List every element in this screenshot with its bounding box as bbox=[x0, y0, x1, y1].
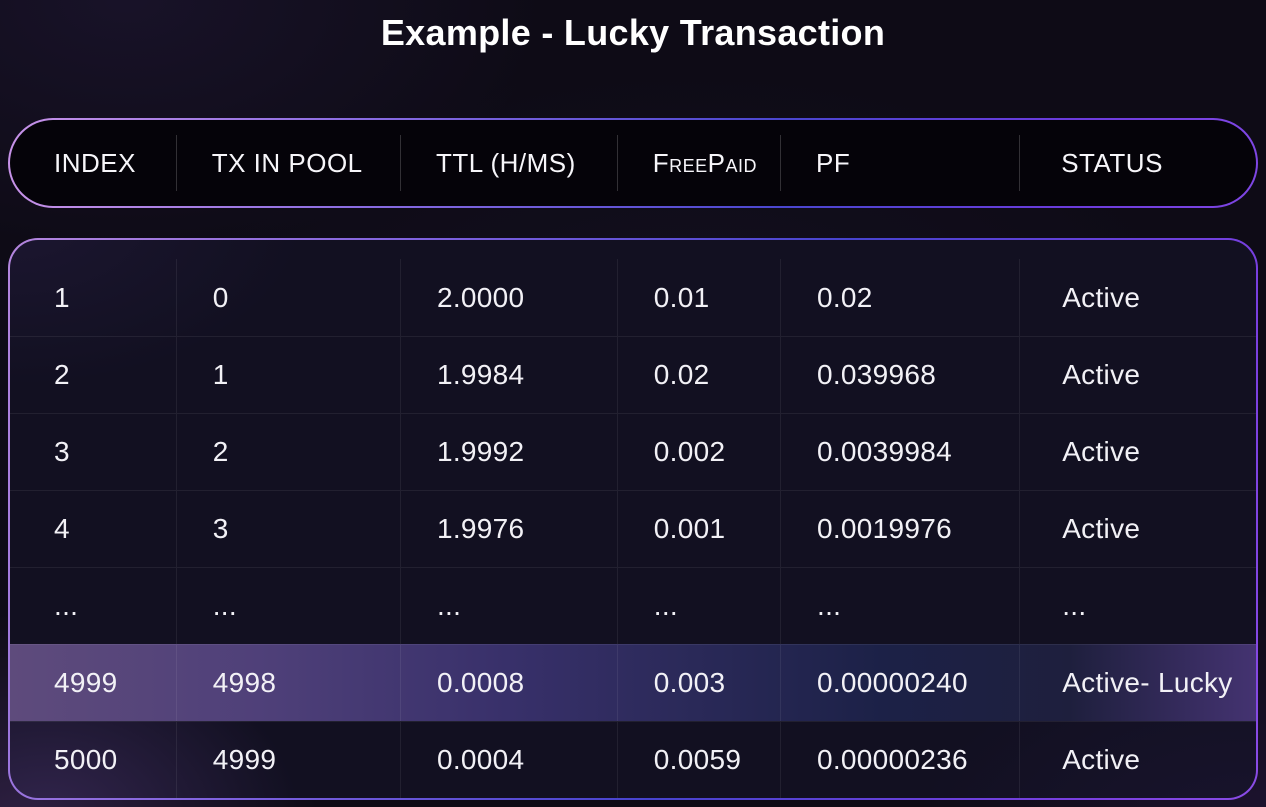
cell-freepaid: 0.003 bbox=[616, 645, 780, 721]
cell-status: Active bbox=[1019, 259, 1256, 336]
table-row: 2 1 1.9984 0.02 0.039968 Active bbox=[10, 336, 1256, 413]
cell-tx-in-pool: 3 bbox=[175, 491, 400, 567]
table-header-row: INDEX TX IN POOL TTL (H/MS) FreePaid PF … bbox=[10, 120, 1256, 206]
cell-index: 4 bbox=[54, 513, 70, 544]
column-header-status: STATUS bbox=[1019, 120, 1256, 206]
cell-tx-in-pool: 4998 bbox=[175, 645, 400, 721]
cell-index: ... bbox=[54, 590, 79, 621]
cell-tx-in-pool: 0 bbox=[175, 259, 400, 336]
cell-index: 1 bbox=[54, 281, 70, 313]
page-title: Example - Lucky Transaction bbox=[380, 12, 886, 53]
cell-status: Active bbox=[1019, 414, 1256, 490]
cell-freepaid: 0.0059 bbox=[616, 722, 780, 798]
cell-freepaid: 0.002 bbox=[616, 414, 780, 490]
table-row: 4 3 1.9976 0.001 0.0019976 Active bbox=[10, 490, 1256, 567]
cell-index: 5000 bbox=[54, 744, 118, 775]
cell-ttl: 1.9992 bbox=[399, 414, 617, 490]
cell-index: 3 bbox=[54, 436, 70, 467]
cell-tx-in-pool: 2 bbox=[175, 414, 400, 490]
cell-index: 4999 bbox=[54, 667, 118, 698]
cell-pf: 0.0019976 bbox=[779, 491, 1019, 567]
cell-freepaid: 0.01 bbox=[616, 259, 780, 336]
table-row-ellipsis: ... ... ... ... ... ... bbox=[10, 567, 1256, 644]
cell-ttl: 2.0000 bbox=[399, 259, 617, 336]
cell-pf: ... bbox=[779, 568, 1019, 644]
cell-freepaid: 0.001 bbox=[616, 491, 780, 567]
cell-status: Active- Lucky bbox=[1019, 645, 1256, 721]
cell-ttl: 1.9984 bbox=[399, 337, 617, 413]
cell-pf: 0.00000236 bbox=[779, 722, 1019, 798]
cell-ttl: 0.0004 bbox=[399, 722, 617, 798]
table-rows: 1 0 2.0000 0.01 0.02 Active 2 1 1.9984 0… bbox=[10, 240, 1256, 798]
table-row: 3 2 1.9992 0.002 0.0039984 Active bbox=[10, 413, 1256, 490]
table-row-lucky-highlighted: 4999 4998 0.0008 0.003 0.00000240 Active… bbox=[10, 644, 1256, 721]
cell-pf: 0.039968 bbox=[779, 337, 1019, 413]
cell-pf: 0.00000240 bbox=[779, 645, 1019, 721]
cell-status: Active bbox=[1019, 337, 1256, 413]
cell-tx-in-pool: 4999 bbox=[175, 722, 400, 798]
table-row: 5000 4999 0.0004 0.0059 0.00000236 Activ… bbox=[10, 721, 1256, 798]
cell-ttl: 0.0008 bbox=[399, 645, 617, 721]
cell-pf: 0.0039984 bbox=[779, 414, 1019, 490]
column-header-ttl: TTL (H/MS) bbox=[399, 120, 617, 206]
table-row: 1 0 2.0000 0.01 0.02 Active bbox=[10, 259, 1256, 336]
cell-status: ... bbox=[1019, 568, 1256, 644]
cell-status: Active bbox=[1019, 491, 1256, 567]
table-body: 1 0 2.0000 0.01 0.02 Active 2 1 1.9984 0… bbox=[8, 238, 1258, 800]
cell-ttl: ... bbox=[399, 568, 617, 644]
cell-tx-in-pool: 1 bbox=[175, 337, 400, 413]
cell-status: Active bbox=[1019, 722, 1256, 798]
cell-freepaid: ... bbox=[616, 568, 780, 644]
cell-freepaid: 0.02 bbox=[616, 337, 780, 413]
cell-ttl: 1.9976 bbox=[399, 491, 617, 567]
column-header-index: INDEX bbox=[54, 147, 136, 178]
cell-index: 2 bbox=[54, 359, 70, 390]
column-header-tx-in-pool: TX IN POOL bbox=[175, 120, 400, 206]
column-header-freepaid: FreePaid bbox=[616, 120, 780, 206]
table-header: INDEX TX IN POOL TTL (H/MS) FreePaid PF … bbox=[8, 118, 1258, 208]
cell-pf: 0.02 bbox=[779, 259, 1019, 336]
cell-tx-in-pool: ... bbox=[175, 568, 400, 644]
column-header-pf: PF bbox=[779, 120, 1019, 206]
